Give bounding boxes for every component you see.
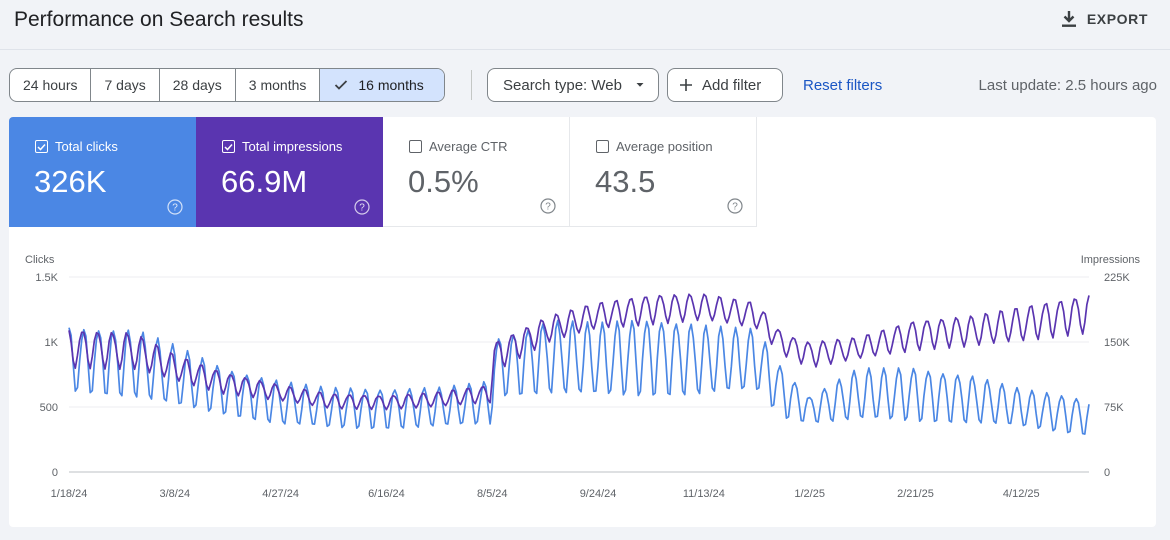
- left-axis-tick: 0: [52, 467, 58, 479]
- metric-value: 43.5: [595, 164, 656, 199]
- export-button[interactable]: EXPORT: [1061, 8, 1148, 30]
- toolbar-divider: [471, 70, 472, 100]
- chart-svg: Clicks Impressions 0 0 500 75K 1K 150K 1.5K 225…: [25, 254, 1141, 500]
- range-label: 7 days: [104, 77, 146, 93]
- header: Performance on Search results EXPORT: [0, 0, 1170, 50]
- help-icon[interactable]: ?: [540, 198, 556, 214]
- x-axis-tick: 11/13/24: [683, 488, 725, 500]
- range-label: 24 hours: [23, 77, 78, 93]
- x-axis-tick: 8/5/24: [477, 488, 508, 500]
- metric-average-ctr[interactable]: Average CTR 0.5% ?: [383, 117, 570, 227]
- range-label: 28 days: [172, 77, 222, 93]
- add-filter-button[interactable]: Add filter: [667, 68, 783, 102]
- svg-text:?: ?: [172, 203, 178, 214]
- export-label: EXPORT: [1086, 11, 1148, 27]
- performance-chart: Clicks Impressions 0 0 500 75K 1K 150K 1.5K 225…: [9, 227, 1156, 527]
- range-label: 16 months: [358, 77, 424, 93]
- right-axis-tick: 0: [1104, 467, 1110, 479]
- search-type-dropdown[interactable]: Search type: Web: [487, 68, 659, 102]
- checkbox-unchecked-icon[interactable]: [409, 140, 422, 153]
- search-type-label: Search type: Web: [503, 76, 622, 94]
- metric-label: Total clicks: [55, 139, 118, 154]
- x-axis-tick: 6/16/24: [368, 488, 405, 500]
- performance-card: Total clicks 326K ? Total impressions 66…: [9, 117, 1156, 527]
- plus-icon: [680, 79, 692, 91]
- right-axis-tick: 225K: [1104, 272, 1130, 284]
- checkbox-checked-icon[interactable]: [35, 140, 48, 153]
- metric-total-impressions[interactable]: Total impressions 66.9M ?: [196, 117, 383, 227]
- help-icon[interactable]: ?: [727, 198, 743, 214]
- clicks-series-line: [68, 319, 1090, 435]
- help-icon[interactable]: ?: [354, 199, 370, 215]
- range-16-months[interactable]: 16 months: [320, 69, 444, 101]
- svg-text:?: ?: [359, 203, 365, 214]
- metric-average-position[interactable]: Average position 43.5 ?: [570, 117, 757, 227]
- range-28-days[interactable]: 28 days: [160, 69, 236, 101]
- last-update-text: Last update: 2.5 hours ago: [978, 77, 1157, 94]
- svg-text:?: ?: [732, 202, 738, 213]
- help-icon[interactable]: ?: [167, 199, 183, 215]
- date-range-selector: 24 hours 7 days 28 days 3 months 16 mont…: [9, 68, 445, 102]
- left-axis-tick: 1.5K: [35, 272, 58, 284]
- metric-value: 326K: [34, 164, 107, 199]
- x-axis-tick: 9/24/24: [580, 488, 617, 500]
- range-24-hours[interactable]: 24 hours: [10, 69, 92, 101]
- metric-label: Average CTR: [429, 139, 508, 154]
- x-axis-tick: 1/2/25: [794, 488, 825, 500]
- page-title: Performance on Search results: [14, 8, 304, 31]
- download-icon: [1061, 11, 1076, 27]
- left-axis-tick: 500: [40, 402, 58, 414]
- right-axis-tick: 75K: [1104, 402, 1124, 414]
- metric-label: Average position: [616, 139, 713, 154]
- caret-down-icon: [636, 83, 644, 87]
- left-axis-title: Clicks: [25, 254, 55, 266]
- reset-filters-link[interactable]: Reset filters: [803, 77, 883, 94]
- checkbox-unchecked-icon[interactable]: [596, 140, 609, 153]
- metric-value: 0.5%: [408, 164, 479, 199]
- metric-value: 66.9M: [221, 164, 308, 199]
- x-axis-tick: 3/8/24: [160, 488, 191, 500]
- metric-total-clicks[interactable]: Total clicks 326K ?: [9, 117, 196, 227]
- metric-label: Total impressions: [242, 139, 343, 154]
- x-axis-tick: 2/21/25: [897, 488, 934, 500]
- filter-toolbar: 24 hours 7 days 28 days 3 months 16 mont…: [0, 60, 1170, 110]
- x-axis-tick: 1/18/24: [51, 488, 88, 500]
- impressions-series-line: [68, 293, 1090, 411]
- add-filter-label: Add filter: [702, 76, 762, 94]
- right-axis-tick: 150K: [1104, 337, 1130, 349]
- range-label: 3 months: [248, 77, 307, 93]
- checkbox-checked-icon[interactable]: [222, 140, 235, 153]
- range-3-months[interactable]: 3 months: [236, 69, 321, 101]
- right-axis-title: Impressions: [1081, 254, 1141, 266]
- svg-text:?: ?: [545, 202, 551, 213]
- x-axis-tick: 4/27/24: [262, 488, 299, 500]
- range-7-days[interactable]: 7 days: [91, 69, 160, 101]
- checkmark-icon: [335, 80, 348, 90]
- left-axis-tick: 1K: [45, 337, 59, 349]
- x-axis-tick: 4/12/25: [1003, 488, 1040, 500]
